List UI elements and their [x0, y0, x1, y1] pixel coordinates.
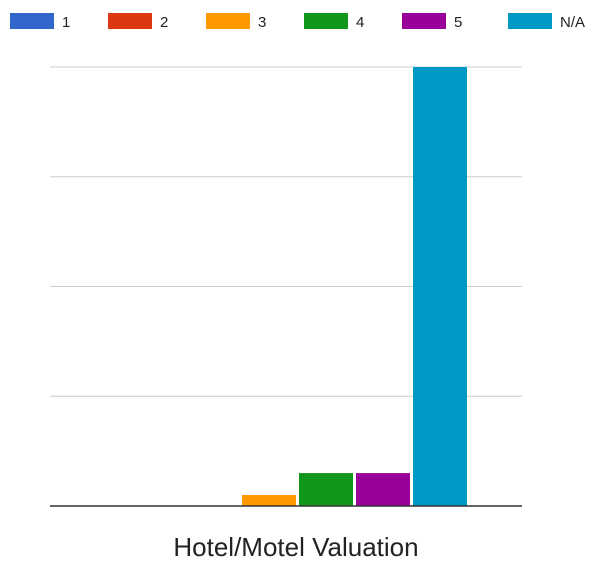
bar-5	[356, 473, 410, 506]
legend-label: 3	[258, 14, 266, 31]
bar-4	[299, 473, 353, 506]
legend-item: 3	[206, 13, 266, 31]
legend-swatch	[304, 13, 348, 29]
legend-swatch	[108, 13, 152, 29]
bars	[242, 67, 467, 506]
legend-swatch	[10, 13, 54, 29]
legend-item: 1	[10, 13, 70, 31]
legend-swatch	[206, 13, 250, 29]
legend-label: 5	[454, 14, 462, 31]
legend-item: 2	[108, 13, 168, 31]
category-label: Hotel/Motel Valuation	[173, 532, 418, 562]
bar-3	[242, 495, 296, 506]
legend-label: 2	[160, 14, 168, 31]
legend-item: 4	[304, 13, 364, 31]
legend-label: N/A	[560, 14, 585, 31]
legend-swatch	[508, 13, 552, 29]
legend-label: 1	[62, 14, 70, 31]
bar-na	[413, 67, 467, 506]
legend-swatch	[402, 13, 446, 29]
legend: 1 2 3 4 5 N/A	[10, 13, 585, 31]
legend-item: 5	[402, 13, 462, 31]
legend-item: N/A	[508, 13, 585, 31]
legend-label: 4	[356, 14, 364, 31]
